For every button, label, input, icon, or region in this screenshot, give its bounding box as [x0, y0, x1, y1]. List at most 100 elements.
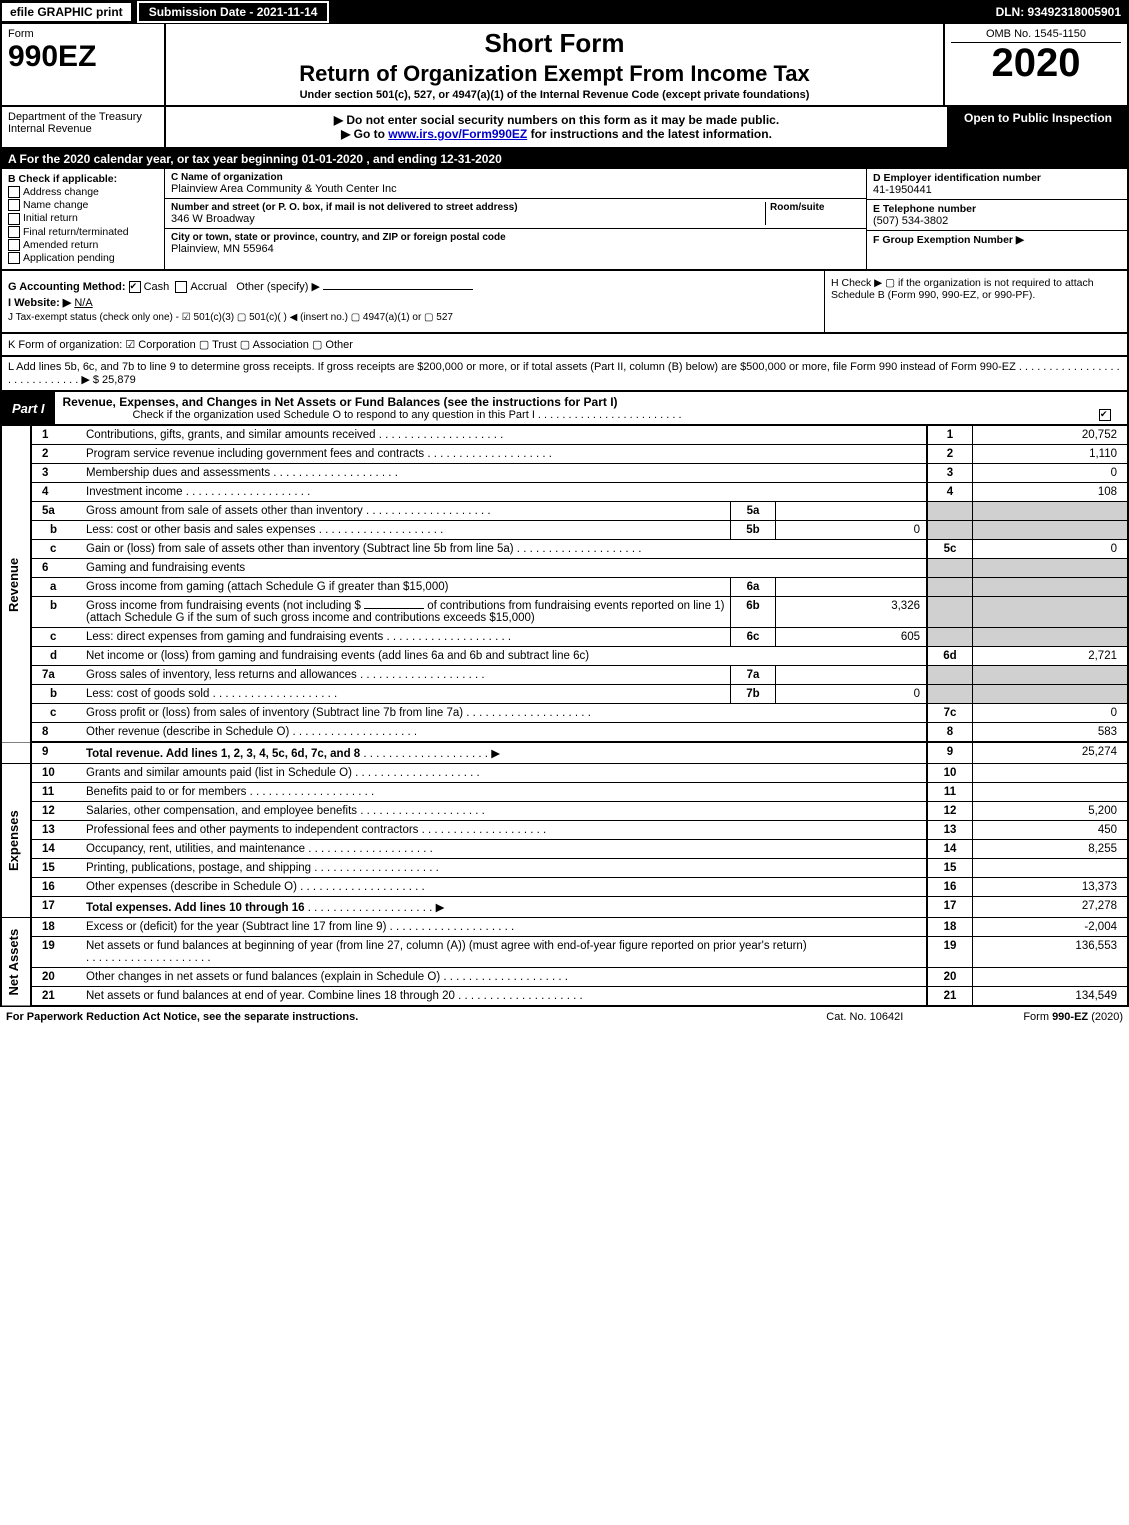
line-12: 12 Salaries, other compensation, and emp…: [1, 802, 1128, 821]
section-c: C Name of organization Plainview Area Co…: [165, 169, 867, 269]
form-number: 990EZ: [8, 40, 158, 74]
d-label: D Employer identification number: [873, 172, 1121, 184]
netassets-side-label: Net Assets: [1, 918, 31, 1007]
header-row-2: Department of the Treasury Internal Reve…: [0, 107, 1129, 149]
part1-schedule-o-check[interactable]: [1099, 409, 1111, 421]
b-label: B Check if applicable:: [8, 173, 158, 185]
line-4: 4 Investment income 4 108: [1, 483, 1128, 502]
section-b: B Check if applicable: Address change Na…: [2, 169, 165, 269]
gh-left: G Accounting Method: Cash Accrual Other …: [2, 271, 824, 332]
phone: (507) 534-3802: [873, 215, 1121, 227]
line-19: 19 Net assets or fund balances at beginn…: [1, 937, 1128, 968]
part1-sub: Check if the organization used Schedule …: [63, 409, 1119, 421]
dept-line2: Internal Revenue: [8, 123, 158, 135]
line-7b: b Less: cost of goods sold 7b 0: [1, 685, 1128, 704]
l-value: 25,879: [102, 374, 136, 386]
dln: DLN: 93492318005901: [996, 5, 1129, 19]
chk-cash[interactable]: [129, 281, 141, 293]
return-title: Return of Organization Exempt From Incom…: [172, 61, 937, 87]
line-21: 21 Net assets or fund balances at end of…: [1, 987, 1128, 1007]
chk-application-pending[interactable]: Application pending: [8, 252, 158, 264]
dept-line1: Department of the Treasury: [8, 111, 158, 123]
org-city: Plainview, MN 55964: [171, 243, 860, 255]
line-7a: 7a Gross sales of inventory, less return…: [1, 666, 1128, 685]
chk-accrual[interactable]: [175, 281, 187, 293]
open-public-box: Open to Public Inspection: [949, 107, 1127, 147]
chk-address-change[interactable]: Address change: [8, 186, 158, 198]
info-block: B Check if applicable: Address change Na…: [0, 169, 1129, 271]
line-20: 20 Other changes in net assets or fund b…: [1, 968, 1128, 987]
6b-blank: [364, 608, 424, 609]
lines-table: Revenue 1 Contributions, gifts, grants, …: [0, 426, 1129, 1007]
line-5a: 5a Gross amount from sale of assets othe…: [1, 502, 1128, 521]
line-i: I Website: ▶ N/A: [8, 296, 818, 309]
instructions-box: ▶ Do not enter social security numbers o…: [166, 107, 949, 147]
c-room-label: Room/suite: [770, 202, 860, 213]
short-form-title: Short Form: [172, 28, 937, 59]
footer-form: Form 990-EZ (2020): [1023, 1011, 1123, 1023]
line-2: 2 Program service revenue including gove…: [1, 445, 1128, 464]
line-18: Net Assets 18 Excess or (deficit) for th…: [1, 918, 1128, 937]
chk-final-return[interactable]: Final return/terminated: [8, 226, 158, 238]
efile-label: efile GRAPHIC print: [0, 1, 133, 23]
line-9: 9 Total revenue. Add lines 1, 2, 3, 4, 5…: [1, 742, 1128, 764]
form-id-box: Form 990EZ: [2, 24, 166, 105]
line-8: 8 Other revenue (describe in Schedule O)…: [1, 723, 1128, 743]
line-7c: c Gross profit or (loss) from sales of i…: [1, 704, 1128, 723]
line-j: J Tax-exempt status (check only one) - ☑…: [8, 312, 818, 323]
line-6b: b Gross income from fundraising events (…: [1, 597, 1128, 628]
line-6c: c Less: direct expenses from gaming and …: [1, 628, 1128, 647]
f-label: F Group Exemption Number ▶: [873, 234, 1121, 246]
chk-initial-return[interactable]: Initial return: [8, 212, 158, 224]
chk-amended-return[interactable]: Amended return: [8, 239, 158, 251]
no-ssn-warning: ▶ Do not enter social security numbers o…: [172, 113, 941, 127]
other-specify-input[interactable]: [323, 289, 473, 290]
line-13: 13 Professional fees and other payments …: [1, 821, 1128, 840]
org-name: Plainview Area Community & Youth Center …: [171, 183, 860, 195]
line-6: 6 Gaming and fundraising events: [1, 559, 1128, 578]
org-street: 346 W Broadway: [171, 213, 765, 225]
i-label: I Website: ▶: [8, 297, 71, 309]
line-14: 14 Occupancy, rent, utilities, and maint…: [1, 840, 1128, 859]
header-bar: efile GRAPHIC print Submission Date - 20…: [0, 0, 1129, 24]
line-3: 3 Membership dues and assessments 3 0: [1, 464, 1128, 483]
line-h: H Check ▶ ▢ if the organization is not r…: [824, 271, 1127, 332]
dept-box: Department of the Treasury Internal Reve…: [2, 107, 166, 147]
g-label: G Accounting Method:: [8, 281, 126, 293]
footer: For Paperwork Reduction Act Notice, see …: [0, 1007, 1129, 1027]
form-title-box: Short Form Return of Organization Exempt…: [166, 24, 945, 105]
irs-link[interactable]: www.irs.gov/Form990EZ: [388, 127, 527, 141]
line-6a: a Gross income from gaming (attach Sched…: [1, 578, 1128, 597]
submission-date: Submission Date - 2021-11-14: [137, 1, 330, 23]
form-header: Form 990EZ Short Form Return of Organiza…: [0, 24, 1129, 107]
line-1: Revenue 1 Contributions, gifts, grants, …: [1, 426, 1128, 445]
line-10: Expenses 10 Grants and similar amounts p…: [1, 764, 1128, 783]
part1-header: Part I Revenue, Expenses, and Changes in…: [0, 392, 1129, 426]
footer-cat: Cat. No. 10642I: [826, 1011, 903, 1023]
revenue-side-label: Revenue: [1, 426, 31, 742]
website-value: N/A: [74, 297, 92, 309]
line-g: G Accounting Method: Cash Accrual Other …: [8, 280, 818, 293]
part1-label: Part I: [2, 398, 55, 419]
under-section: Under section 501(c), 527, or 4947(a)(1)…: [172, 89, 937, 101]
tax-year: 2020: [951, 43, 1121, 83]
expenses-side-label: Expenses: [1, 764, 31, 918]
ein: 41-1950441: [873, 184, 1121, 196]
form-word: Form: [8, 28, 158, 40]
omb-year-box: OMB No. 1545-1150 2020: [945, 24, 1127, 105]
line-k: K Form of organization: ☑ Corporation ▢ …: [0, 334, 1129, 357]
chk-name-change[interactable]: Name change: [8, 199, 158, 211]
line-5b: b Less: cost or other basis and sales ex…: [1, 521, 1128, 540]
goto-pre: ▶ Go to: [341, 127, 388, 141]
line-16: 16 Other expenses (describe in Schedule …: [1, 878, 1128, 897]
l-text: L Add lines 5b, 6c, and 7b to line 9 to …: [8, 361, 1120, 386]
line-l: L Add lines 5b, 6c, and 7b to line 9 to …: [0, 357, 1129, 392]
section-def: D Employer identification number 41-1950…: [867, 169, 1127, 269]
c-name-label: C Name of organization: [171, 172, 860, 183]
c-city-label: City or town, state or province, country…: [171, 232, 860, 243]
line-5c: c Gain or (loss) from sale of assets oth…: [1, 540, 1128, 559]
line-6d: d Net income or (loss) from gaming and f…: [1, 647, 1128, 666]
footer-paperwork: For Paperwork Reduction Act Notice, see …: [6, 1011, 358, 1023]
line-a: A For the 2020 calendar year, or tax yea…: [0, 149, 1129, 169]
goto-post: for instructions and the latest informat…: [527, 127, 772, 141]
